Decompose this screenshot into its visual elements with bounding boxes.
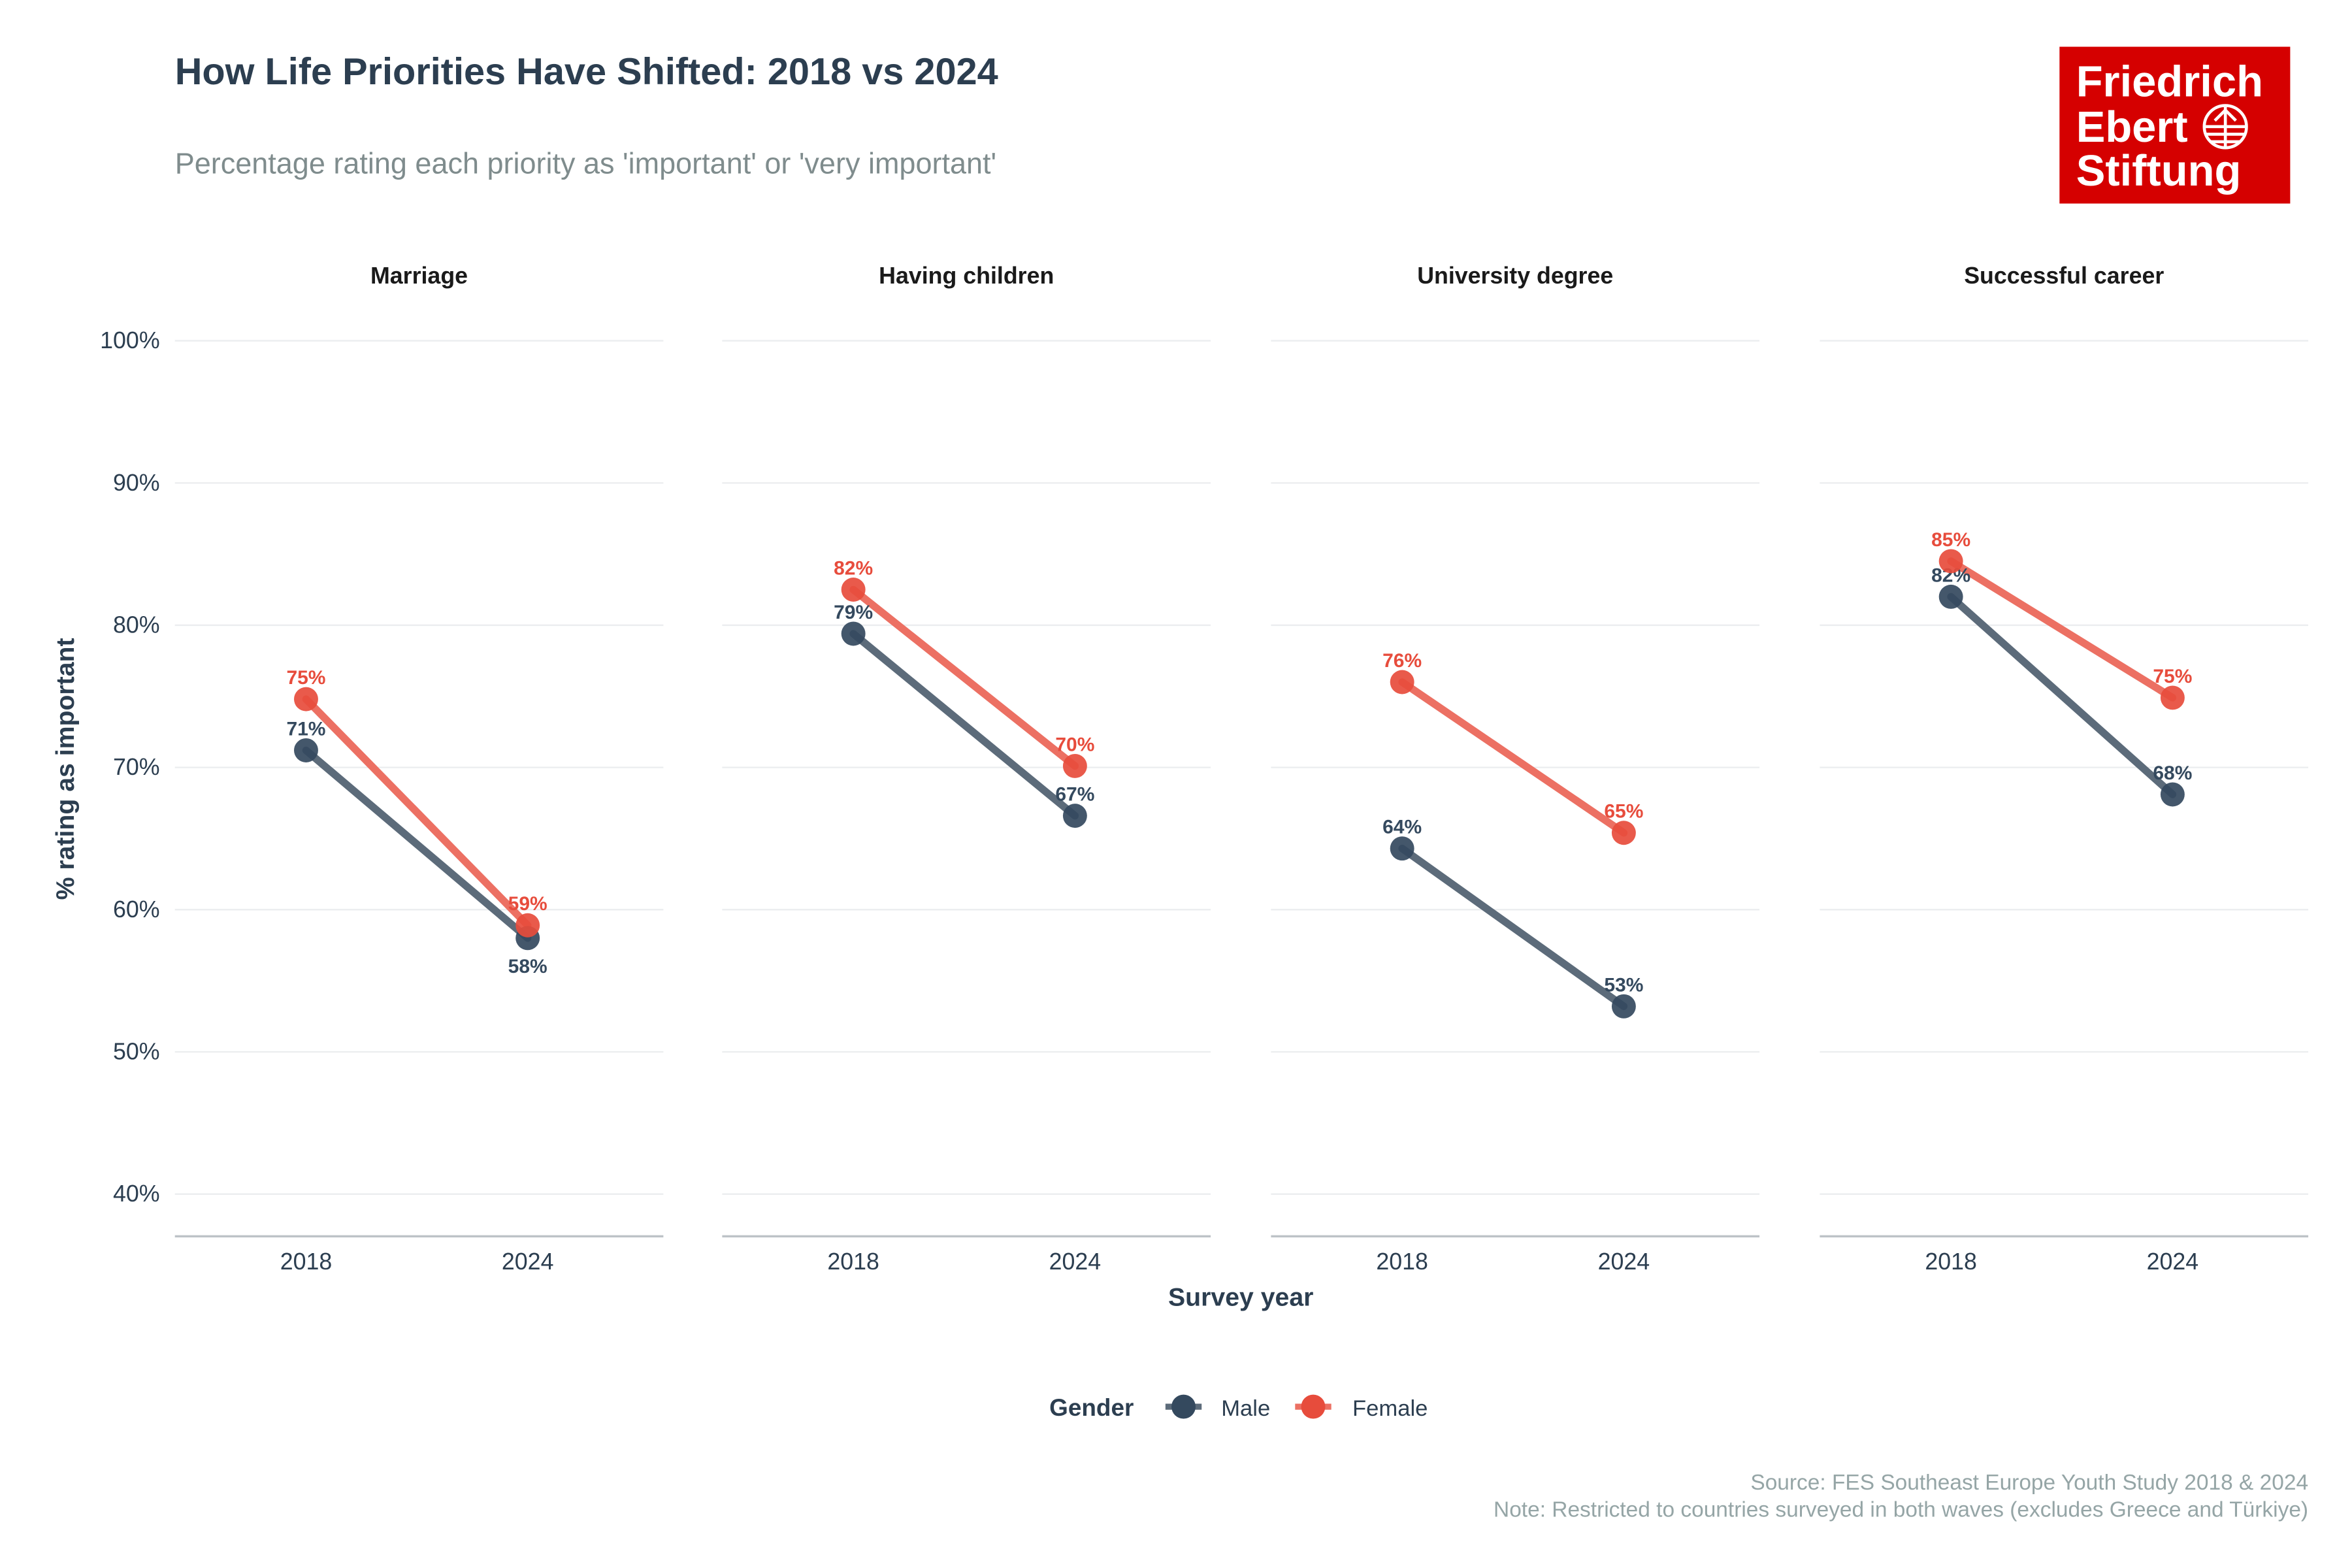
data-label-female: 85% xyxy=(1931,529,1970,551)
x-tick-label: 2024 xyxy=(1049,1249,1102,1275)
data-label-female: 65% xyxy=(1604,801,1643,823)
point-female xyxy=(2160,685,2185,710)
point-female xyxy=(1938,549,1963,574)
data-label-female: 75% xyxy=(2153,666,2192,687)
point-male xyxy=(294,738,318,762)
facet-panels: Marriage 2018 2024 71% 58% 75% 59% Having child… xyxy=(174,263,2309,1275)
facet-title: Successful career xyxy=(1964,263,2164,289)
point-female xyxy=(1611,821,1636,845)
point-female xyxy=(294,687,318,711)
series-line-female xyxy=(849,585,1079,770)
y-tick-label: 60% xyxy=(113,896,160,923)
data-label-female: 70% xyxy=(1055,734,1094,755)
y-tick-label: 100% xyxy=(100,327,159,353)
logo-line-1: Friedrich xyxy=(2076,57,2263,106)
logo-background xyxy=(2059,46,2291,204)
y-tick-label: 50% xyxy=(113,1039,160,1065)
y-axis: 40% 50% 60% 70% 80% 90% 100% xyxy=(100,327,159,1207)
caption-source: Source: FES Southeast Europe Youth Study… xyxy=(1750,1471,2308,1495)
legend-label-male: Male xyxy=(1221,1396,1270,1421)
series-line-male xyxy=(849,630,1079,820)
legend-title: Gender xyxy=(1049,1394,1134,1421)
data-label-male: 64% xyxy=(1382,817,1422,838)
legend-item-female: Female xyxy=(1295,1394,1428,1421)
facet-title: University degree xyxy=(1417,263,1613,289)
series-line-male xyxy=(302,746,532,942)
x-tick-label: 2024 xyxy=(502,1249,554,1275)
point-female xyxy=(1390,670,1414,694)
data-label-female: 76% xyxy=(1382,650,1422,672)
point-male xyxy=(1938,584,1963,609)
point-male xyxy=(1062,804,1087,828)
series-line-male xyxy=(1398,844,1628,1011)
data-label-male: 58% xyxy=(508,956,547,977)
legend-key-male xyxy=(1171,1394,1196,1419)
series-line-female xyxy=(1947,557,2177,702)
data-label-male: 67% xyxy=(1055,784,1094,806)
data-label-male: 79% xyxy=(834,602,873,623)
x-tick-label: 2024 xyxy=(1598,1249,1650,1275)
series-line-female xyxy=(302,695,532,930)
data-label-male: 71% xyxy=(286,718,325,740)
facet-university-degree: University degree 2018 2024 64% 53% 76% 65% xyxy=(1271,263,1760,1275)
chart-title: How Life Priorities Have Shifted: 2018 v… xyxy=(175,51,998,93)
series-line-male xyxy=(1947,593,2177,798)
point-male xyxy=(2160,782,2185,807)
point-female xyxy=(515,913,540,938)
legend: Gender Male Female xyxy=(1049,1394,1428,1421)
legend-key-female xyxy=(1301,1394,1326,1419)
facet-title: Marriage xyxy=(370,263,468,289)
caption-note: Note: Restricted to countries surveyed i… xyxy=(1494,1498,2308,1522)
x-tick-label: 2018 xyxy=(1376,1249,1428,1275)
facet-having-children: Having children 2018 2024 79% 67% 82% 70% xyxy=(722,263,1211,1275)
y-tick-label: 90% xyxy=(113,470,160,496)
chart-subtitle: Percentage rating each priority as 'impo… xyxy=(175,146,996,180)
x-tick-label: 2018 xyxy=(827,1249,879,1275)
logo-line-2: Ebert xyxy=(2076,103,2188,152)
point-male xyxy=(841,621,866,646)
data-label-male: 68% xyxy=(2153,762,2192,784)
facet-marriage: Marriage 2018 2024 71% 58% 75% 59% xyxy=(174,263,664,1275)
x-tick-label: 2018 xyxy=(280,1249,333,1275)
legend-label-female: Female xyxy=(1352,1396,1428,1421)
facet-title: Having children xyxy=(879,263,1054,289)
x-tick-label: 2024 xyxy=(2147,1249,2199,1275)
logo-emblem-icon xyxy=(2202,104,2248,150)
data-label-male: 53% xyxy=(1604,974,1643,996)
series-line-female xyxy=(1398,678,1628,837)
point-male xyxy=(1390,836,1414,861)
data-label-female: 82% xyxy=(834,557,873,579)
point-male xyxy=(1611,994,1636,1019)
point-female xyxy=(841,578,866,602)
logo-line-3: Stiftung xyxy=(2076,146,2242,195)
data-label-female: 75% xyxy=(286,667,325,689)
y-tick-label: 70% xyxy=(113,754,160,780)
data-label-female: 59% xyxy=(508,893,547,915)
y-tick-label: 40% xyxy=(113,1181,160,1207)
y-tick-label: 80% xyxy=(113,612,160,638)
x-tick-label: 2018 xyxy=(1925,1249,1977,1275)
legend-item-male: Male xyxy=(1165,1394,1270,1421)
fes-logo: Friedrich Ebert Stiftung xyxy=(2059,46,2291,204)
point-female xyxy=(1062,753,1087,778)
x-axis-title: Survey year xyxy=(1168,1282,1313,1311)
y-axis-title: % rating as important xyxy=(51,638,80,900)
